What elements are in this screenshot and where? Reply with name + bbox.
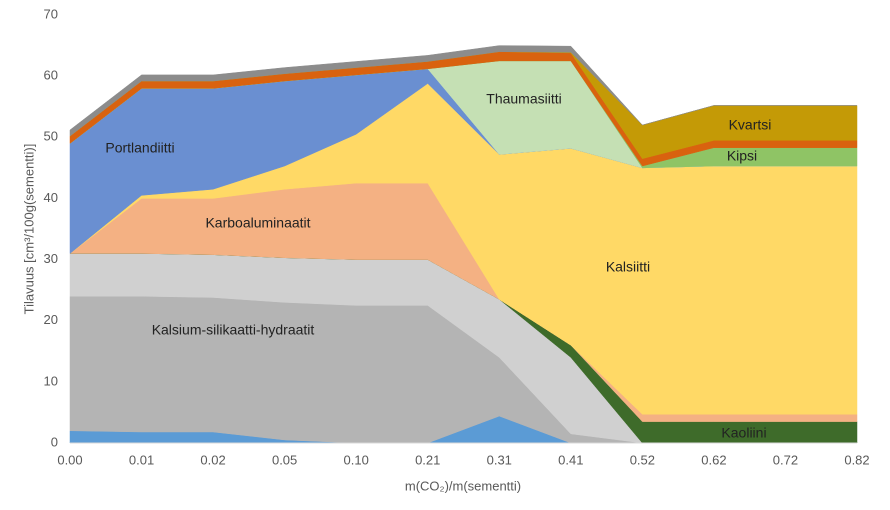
y-tick-label: 20	[44, 312, 58, 327]
y-tick-label: 70	[44, 6, 58, 21]
area-label: Kvartsi	[729, 117, 772, 133]
x-tick-label: 0.72	[773, 452, 798, 467]
y-tick-label: 60	[44, 68, 58, 83]
y-tick-label: 10	[44, 373, 58, 388]
area-label: Karboaluminaatit	[205, 215, 310, 231]
x-tick-label: 0.10	[344, 452, 369, 467]
area	[69, 45, 857, 137]
x-tick-label: 0.21	[415, 452, 440, 467]
x-tick-label: 0.02	[200, 452, 225, 467]
x-tick-label: 0.62	[701, 452, 726, 467]
y-tick-label: 30	[44, 251, 58, 266]
x-tick-label: 0.00	[57, 452, 82, 467]
area-label: Thaumasiitti	[486, 91, 561, 107]
x-tick-label: 0.05	[272, 452, 297, 467]
area-label: Kaoliini	[721, 425, 766, 441]
x-tick-label: 0.82	[844, 452, 869, 467]
y-axis-label: Tilavuus [cm³/100g(sementti)]	[21, 144, 36, 315]
y-tick-label: 0	[51, 434, 58, 449]
x-tick-label: 0.31	[487, 452, 512, 467]
x-axis-label: m(CO₂)/m(sementti)	[405, 478, 521, 493]
y-tick-label: 50	[44, 129, 58, 144]
area-label: Kalsium-silikaatti-hydraatit	[152, 322, 315, 338]
x-tick-label: 0.41	[558, 452, 583, 467]
area-label: Kalsiitti	[606, 259, 650, 275]
area-label: Kipsi	[727, 148, 757, 164]
x-tick-label: 0.52	[630, 452, 655, 467]
y-tick-label: 40	[44, 190, 58, 205]
x-tick-label: 0.01	[129, 452, 154, 467]
area-label: Portlandiitti	[105, 140, 174, 156]
